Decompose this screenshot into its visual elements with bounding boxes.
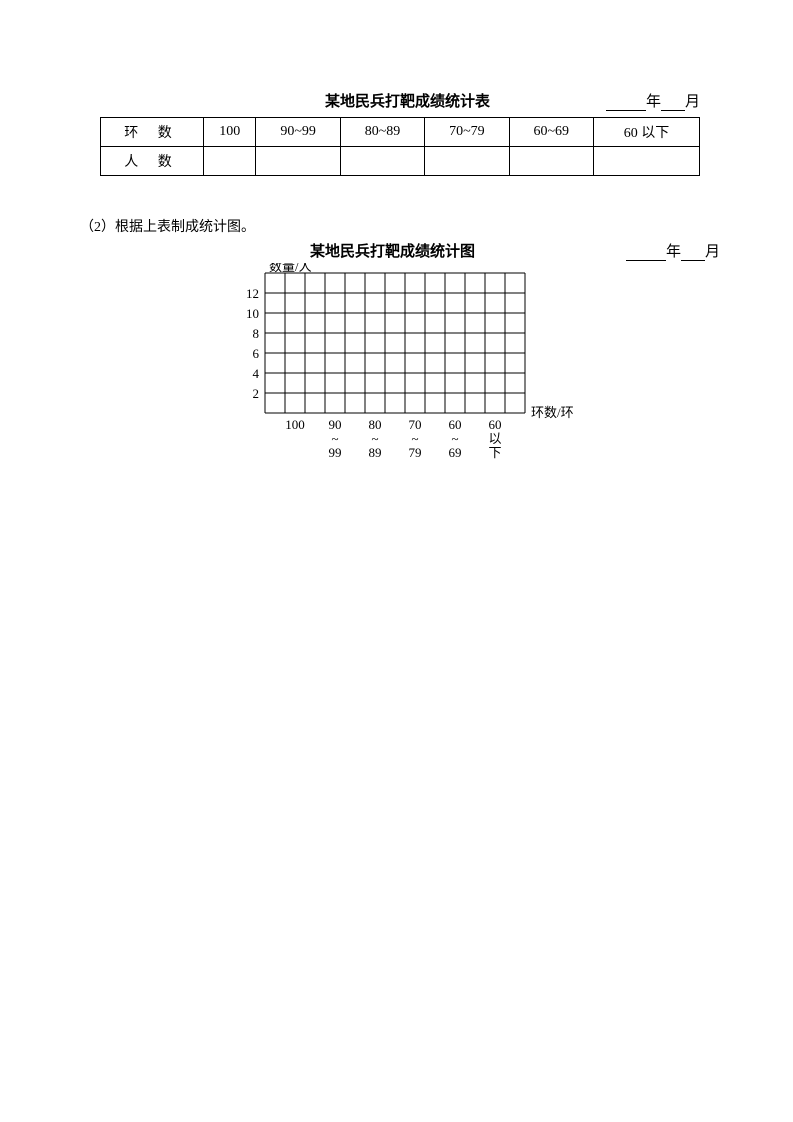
svg-text:2: 2 [253,386,260,401]
svg-text:60: 60 [489,417,502,432]
svg-text:70: 70 [409,417,422,432]
table-cell: 60 以下 [593,118,699,147]
svg-text:90: 90 [329,417,342,432]
row-header: 人 数 [101,147,204,176]
svg-text:69: 69 [449,445,462,460]
svg-text:~: ~ [371,431,378,446]
blank-year [626,245,666,261]
table-cell: 70~79 [425,118,509,147]
table-row: 环 数 100 90~99 80~89 70~79 60~69 60 以下 [101,118,700,147]
svg-text:4: 4 [253,366,260,381]
svg-text:100: 100 [285,417,305,432]
chart-title: 某地民兵打靶成绩统计图 [310,240,475,261]
stats-table: 环 数 100 90~99 80~89 70~79 60~69 60 以下 人 … [100,117,700,176]
table-cell [204,147,256,176]
table-title-row: 某地民兵打靶成绩统计表 年月 [100,90,700,111]
svg-text:80: 80 [369,417,382,432]
row-header: 环 数 [101,118,204,147]
chart-container: 数量/人12108642环数/环10090~9980~8970~7960~696… [225,263,793,493]
svg-text:下: 下 [488,445,501,460]
svg-text:以: 以 [488,431,501,446]
table-cell [256,147,340,176]
table-row: 人 数 [101,147,700,176]
chart-grid: 数量/人12108642环数/环10090~9980~8970~7960~696… [225,263,605,493]
svg-text:~: ~ [411,431,418,446]
table-title: 某地民兵打靶成绩统计表 [325,90,490,111]
blank-month [681,245,705,261]
table-date: 年月 [606,90,700,111]
chart-title-row: 某地民兵打靶成绩统计图 年月 [220,240,720,261]
svg-text:6: 6 [253,346,260,361]
table-cell [593,147,699,176]
table-cell: 60~69 [509,118,593,147]
svg-text:~: ~ [331,431,338,446]
table-cell [340,147,424,176]
blank-year [606,95,646,111]
table-cell [425,147,509,176]
table-cell [509,147,593,176]
svg-text:10: 10 [246,306,259,321]
instruction-text: （2）根据上表制成统计图。 [80,216,793,236]
svg-text:60: 60 [449,417,462,432]
blank-month [661,95,685,111]
svg-text:数量/人: 数量/人 [269,263,312,274]
svg-text:12: 12 [246,286,259,301]
svg-text:99: 99 [329,445,342,460]
table-cell: 90~99 [256,118,340,147]
chart-date: 年月 [626,240,720,261]
svg-text:8: 8 [253,326,260,341]
svg-text:89: 89 [369,445,382,460]
table-cell: 80~89 [340,118,424,147]
svg-text:79: 79 [409,445,422,460]
svg-text:环数/环: 环数/环 [531,405,574,420]
svg-text:~: ~ [451,431,458,446]
table-cell: 100 [204,118,256,147]
